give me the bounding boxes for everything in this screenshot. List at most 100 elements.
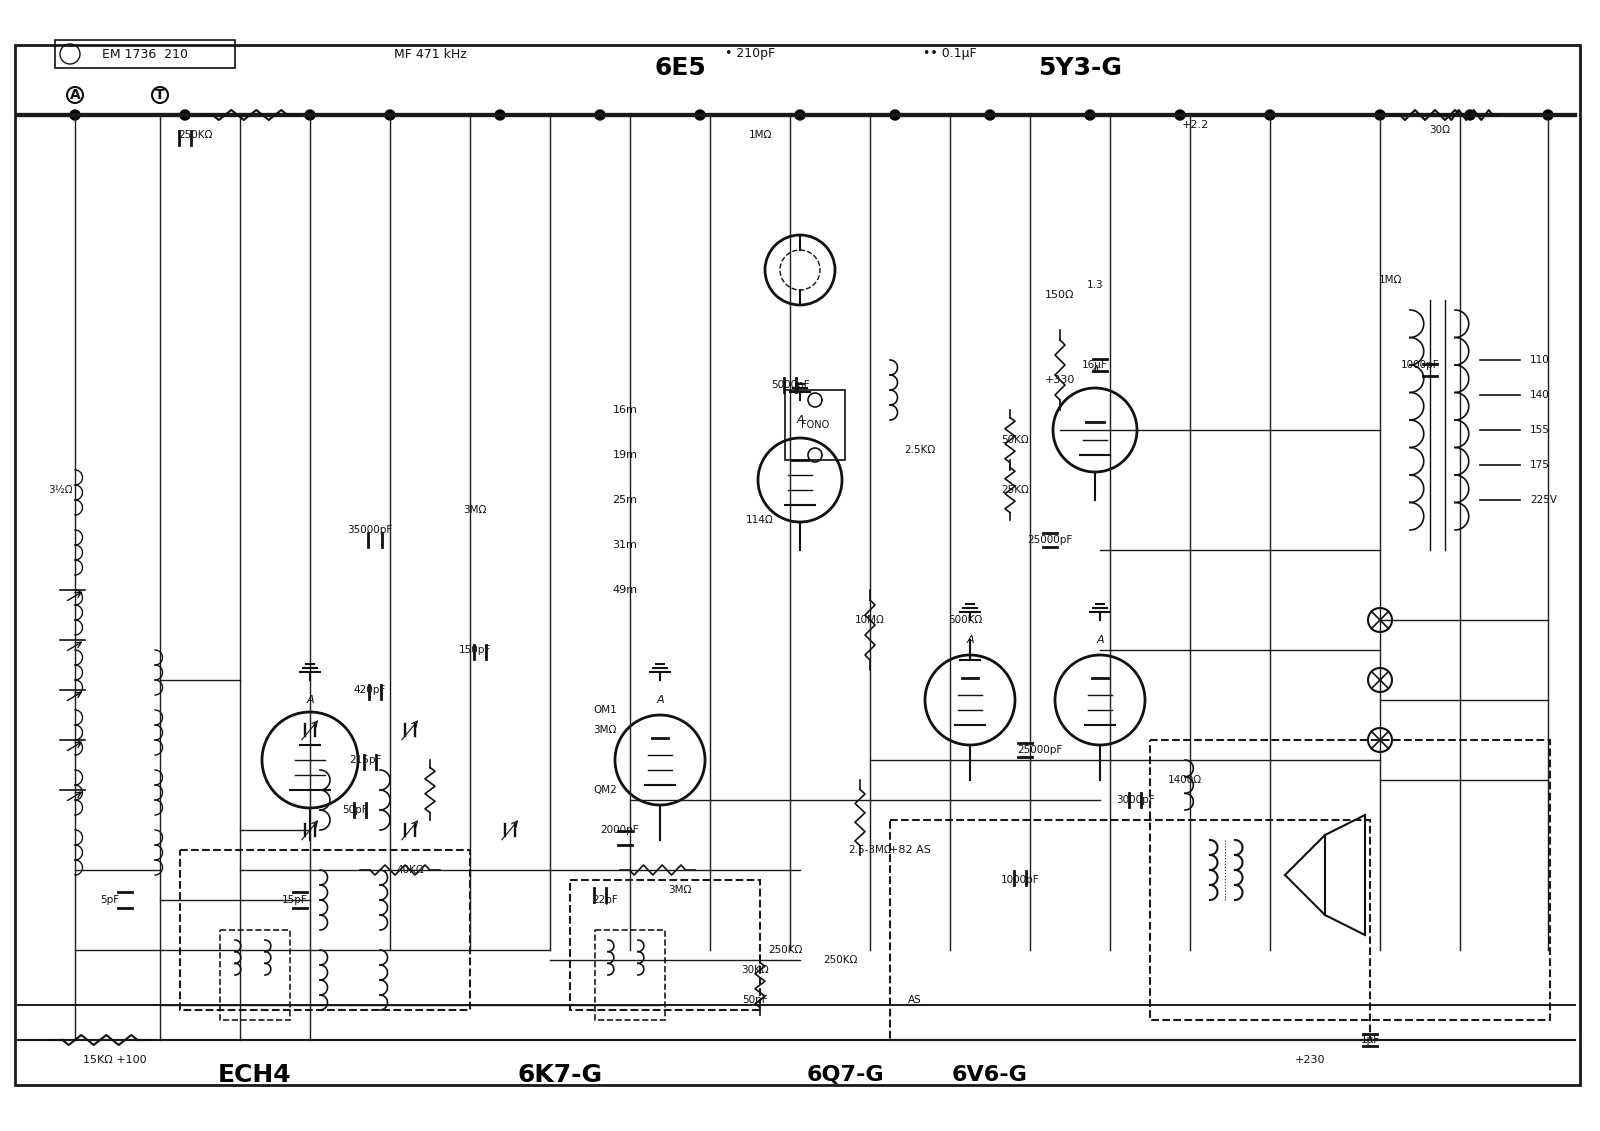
- Text: 250KΩ: 250KΩ: [822, 955, 858, 965]
- Text: 3000pF: 3000pF: [1115, 795, 1154, 805]
- Text: A: A: [1096, 634, 1104, 645]
- Text: +82 AS: +82 AS: [890, 845, 931, 855]
- Circle shape: [1085, 110, 1094, 120]
- Text: 3½Ω: 3½Ω: [48, 485, 72, 495]
- Text: 1000pF: 1000pF: [1000, 875, 1040, 884]
- Text: AS: AS: [909, 995, 922, 1005]
- Text: 215pF: 215pF: [349, 756, 381, 765]
- Text: 250KΩ: 250KΩ: [768, 946, 802, 955]
- Circle shape: [795, 110, 805, 120]
- Circle shape: [1174, 110, 1186, 120]
- Text: 5000pF: 5000pF: [771, 380, 810, 390]
- Text: 6K7-G: 6K7-G: [517, 1063, 603, 1087]
- Text: A: A: [966, 634, 974, 645]
- Text: •• 0.1μF: •• 0.1μF: [923, 48, 978, 60]
- Text: 6E5: 6E5: [654, 57, 706, 80]
- Text: 3MΩ: 3MΩ: [594, 725, 616, 735]
- Circle shape: [70, 110, 80, 120]
- Text: 35000pF: 35000pF: [347, 525, 392, 535]
- Text: 2.5-3MΩ: 2.5-3MΩ: [848, 845, 891, 855]
- Text: ECH4: ECH4: [218, 1063, 291, 1087]
- Text: 22pF: 22pF: [592, 895, 618, 905]
- Circle shape: [179, 110, 190, 120]
- Text: A: A: [70, 88, 80, 102]
- Text: 2000pF: 2000pF: [600, 824, 640, 835]
- Text: 3MΩ: 3MΩ: [464, 506, 486, 515]
- Bar: [570, 880, 760, 1010]
- Text: 16μF: 16μF: [1082, 360, 1107, 370]
- Text: 19m: 19m: [613, 450, 637, 460]
- Circle shape: [1266, 110, 1275, 120]
- Text: MF 471 kHz: MF 471 kHz: [394, 48, 466, 60]
- Bar: [54, 40, 235, 68]
- Text: 250KΩ: 250KΩ: [178, 130, 213, 140]
- Text: 30KΩ: 30KΩ: [741, 965, 770, 975]
- Text: FONO: FONO: [802, 420, 829, 430]
- Bar: [595, 930, 666, 1020]
- Text: 30Ω: 30Ω: [1429, 126, 1451, 135]
- Text: 16m: 16m: [613, 405, 637, 415]
- Text: 150pF: 150pF: [459, 645, 491, 655]
- Text: 110: 110: [1530, 355, 1550, 365]
- Circle shape: [1466, 110, 1475, 120]
- Text: 140: 140: [1530, 390, 1550, 400]
- Circle shape: [986, 110, 995, 120]
- Circle shape: [306, 110, 315, 120]
- Circle shape: [694, 110, 706, 120]
- Text: 1.3: 1.3: [1086, 280, 1104, 290]
- Text: 5Y3-G: 5Y3-G: [1038, 57, 1122, 80]
- Text: 2.5KΩ: 2.5KΩ: [904, 444, 936, 455]
- Text: 225V: 225V: [1530, 495, 1557, 506]
- Text: 1400Ω: 1400Ω: [1168, 775, 1202, 785]
- Circle shape: [386, 110, 395, 120]
- Circle shape: [890, 110, 899, 120]
- Bar: [221, 930, 290, 1020]
- Text: A: A: [1091, 365, 1099, 375]
- Text: 40KΩ: 40KΩ: [397, 865, 424, 875]
- Text: 1000pF: 1000pF: [1400, 360, 1440, 370]
- Text: T: T: [155, 88, 165, 102]
- Text: QM2: QM2: [594, 785, 618, 795]
- Text: 1MΩ: 1MΩ: [1378, 275, 1402, 285]
- Text: +2.2: +2.2: [1181, 120, 1208, 130]
- Circle shape: [494, 110, 506, 120]
- Text: 114Ω: 114Ω: [746, 515, 774, 525]
- Text: 50pF: 50pF: [742, 995, 768, 1005]
- Text: A: A: [306, 696, 314, 705]
- Text: 3MΩ: 3MΩ: [669, 884, 691, 895]
- Text: A: A: [797, 415, 803, 425]
- Text: 175: 175: [1530, 460, 1550, 470]
- Text: 15pF: 15pF: [282, 895, 307, 905]
- Text: 6Q7-G: 6Q7-G: [806, 1065, 883, 1085]
- Text: 5pF: 5pF: [101, 895, 120, 905]
- Text: 10MΩ: 10MΩ: [854, 615, 885, 625]
- Text: 1MΩ: 1MΩ: [749, 130, 771, 140]
- Text: 25000pF: 25000pF: [1027, 535, 1072, 545]
- Circle shape: [1374, 110, 1386, 120]
- Text: 25000pF: 25000pF: [1018, 745, 1062, 756]
- Circle shape: [595, 110, 605, 120]
- Text: • 210pF: • 210pF: [725, 48, 774, 60]
- Text: 6V6-G: 6V6-G: [952, 1065, 1027, 1085]
- Text: 150Ω: 150Ω: [1045, 290, 1075, 300]
- Bar: [786, 390, 845, 460]
- Bar: [890, 820, 1370, 1041]
- Bar: [179, 851, 470, 1010]
- Text: +330: +330: [1045, 375, 1075, 385]
- Text: 1μF: 1μF: [1360, 1035, 1379, 1045]
- Text: 25KΩ: 25KΩ: [1002, 485, 1029, 495]
- Circle shape: [1542, 110, 1554, 120]
- Text: 155: 155: [1530, 425, 1550, 435]
- Bar: [1150, 740, 1550, 1020]
- Text: 49m: 49m: [613, 585, 637, 595]
- Text: 420pF: 420pF: [354, 685, 386, 696]
- Text: 15KΩ +100: 15KΩ +100: [83, 1055, 147, 1065]
- Text: 500KΩ: 500KΩ: [947, 615, 982, 625]
- Text: 25m: 25m: [613, 495, 637, 506]
- Text: 31m: 31m: [613, 539, 637, 550]
- Text: 50KΩ: 50KΩ: [1002, 435, 1029, 444]
- Text: +230: +230: [1294, 1055, 1325, 1065]
- Text: A: A: [656, 696, 664, 705]
- Text: OM1: OM1: [594, 705, 618, 715]
- Text: EM 1736  210: EM 1736 210: [102, 48, 189, 60]
